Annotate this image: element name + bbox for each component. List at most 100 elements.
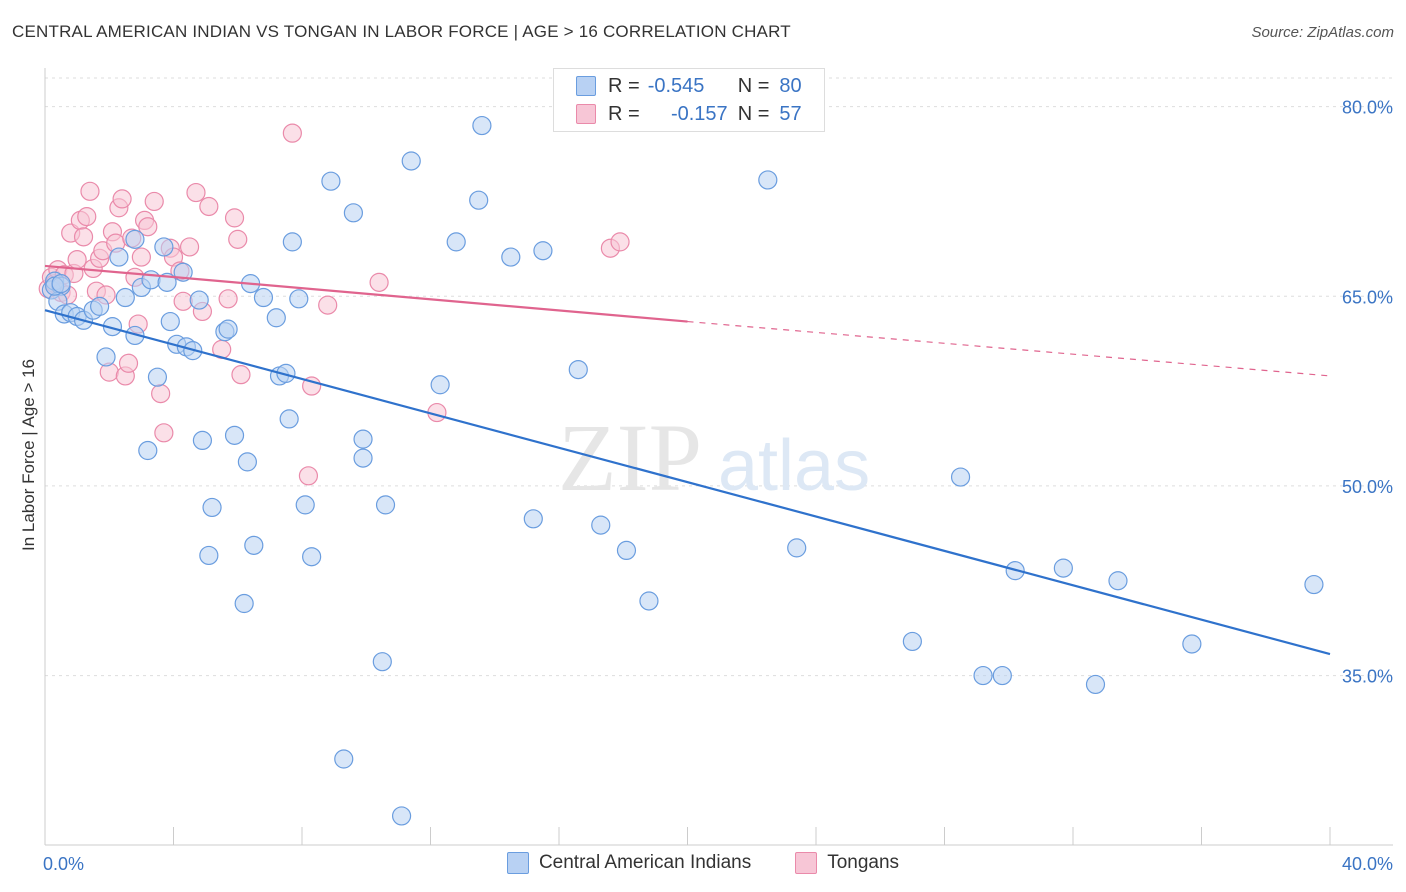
trend-line-central-american-indians bbox=[44, 309, 1331, 656]
data-point bbox=[591, 515, 611, 535]
series-swatch-pink bbox=[795, 852, 818, 874]
trend-lines bbox=[44, 264, 1331, 656]
trend-line-tongans bbox=[44, 264, 688, 323]
data-point bbox=[237, 452, 257, 472]
data-point bbox=[202, 497, 222, 518]
x-tick-label: 0.0% bbox=[43, 854, 84, 874]
data-point bbox=[282, 232, 302, 252]
data-point bbox=[992, 665, 1012, 686]
legend-n-label: N = bbox=[737, 102, 770, 125]
data-point bbox=[51, 274, 71, 294]
data-point bbox=[224, 208, 245, 228]
tick-labels: 35.0% 50.0% 65.0% 80.0% 0.0% 40.0% bbox=[43, 98, 1393, 874]
y-tick-label: 35.0% bbox=[1342, 667, 1393, 687]
data-point bbox=[446, 232, 466, 252]
data-point bbox=[125, 325, 145, 346]
data-point bbox=[950, 467, 971, 487]
data-point bbox=[144, 191, 164, 212]
data-point bbox=[302, 547, 322, 567]
data-point bbox=[758, 170, 778, 190]
legend-n-value: 57 bbox=[779, 102, 802, 125]
watermark: ZIP atlas bbox=[558, 404, 870, 511]
series-name: Tongans bbox=[827, 852, 900, 873]
watermark-atlas: atlas bbox=[718, 426, 870, 506]
data-point bbox=[96, 347, 116, 367]
data-point bbox=[1108, 571, 1128, 591]
data-point bbox=[353, 429, 373, 449]
data-point bbox=[298, 466, 319, 486]
data-point bbox=[218, 289, 238, 309]
trend-extension-tongans bbox=[687, 320, 1331, 377]
data-point bbox=[282, 123, 302, 143]
data-point bbox=[80, 181, 100, 201]
data-point bbox=[77, 207, 97, 227]
data-point bbox=[160, 311, 180, 332]
legend-r-value: -0.545 bbox=[647, 74, 705, 97]
data-point bbox=[192, 430, 213, 451]
data-point bbox=[186, 182, 206, 203]
data-point bbox=[138, 217, 158, 237]
data-point bbox=[253, 287, 274, 308]
data-point bbox=[902, 631, 922, 652]
data-point bbox=[109, 247, 129, 267]
legend-r-label: R = bbox=[608, 102, 640, 125]
series-legend-tongans: Tongans bbox=[795, 852, 899, 874]
data-point bbox=[391, 806, 412, 826]
legend-swatch-blue bbox=[576, 76, 596, 96]
data-point bbox=[138, 440, 158, 461]
data-point bbox=[276, 363, 296, 383]
data-point bbox=[787, 538, 807, 558]
y-tick-label: 65.0% bbox=[1342, 287, 1393, 307]
data-point bbox=[266, 308, 286, 328]
data-point bbox=[199, 196, 219, 217]
data-point bbox=[147, 367, 168, 387]
data-point bbox=[973, 665, 993, 686]
data-point bbox=[372, 652, 392, 672]
data-point bbox=[321, 171, 341, 191]
x-tick-label: 40.0% bbox=[1342, 854, 1393, 874]
data-point bbox=[1053, 558, 1073, 578]
data-point bbox=[115, 287, 135, 308]
y-axis-label: In Labor Force | Age > 16 bbox=[19, 359, 38, 551]
series-name: Central American Indians bbox=[538, 852, 752, 873]
series-legend-central-american-indians: Central American Indians bbox=[506, 852, 752, 874]
legend-n-label: N = bbox=[737, 74, 770, 97]
data-point bbox=[244, 535, 264, 555]
data-point bbox=[1182, 634, 1202, 654]
data-point bbox=[639, 591, 659, 611]
data-point bbox=[231, 365, 251, 385]
data-point bbox=[472, 115, 492, 136]
data-point bbox=[430, 375, 450, 395]
data-point bbox=[224, 425, 245, 445]
data-point bbox=[533, 241, 553, 261]
data-point bbox=[173, 291, 193, 311]
source-label: Source: ZipAtlas.com bbox=[1251, 24, 1394, 41]
data-point bbox=[131, 247, 151, 267]
data-point bbox=[73, 227, 94, 247]
data-point bbox=[1085, 674, 1106, 695]
data-point bbox=[523, 509, 543, 529]
data-point bbox=[318, 295, 338, 315]
data-point bbox=[228, 229, 248, 249]
data-point bbox=[343, 203, 363, 223]
data-point bbox=[353, 448, 373, 468]
central-american-indians-points bbox=[41, 115, 1324, 826]
data-point bbox=[118, 353, 139, 373]
legend-n-value: 80 bbox=[779, 74, 802, 97]
data-point bbox=[154, 237, 174, 257]
legend-r-label: R = bbox=[608, 74, 640, 97]
data-point bbox=[369, 272, 389, 292]
data-point bbox=[154, 423, 174, 443]
data-point bbox=[189, 290, 209, 310]
data-point bbox=[218, 319, 238, 339]
correlation-legend: R = -0.545 N = 80 R = -0.157 N = 57 bbox=[553, 68, 825, 132]
data-point bbox=[616, 540, 637, 561]
legend-r-value: -0.157 bbox=[670, 102, 728, 125]
data-point bbox=[302, 376, 322, 396]
data-point bbox=[334, 749, 354, 769]
data-point bbox=[401, 151, 421, 171]
data-point bbox=[289, 289, 309, 309]
data-point bbox=[279, 409, 299, 429]
watermark-zip: ZIP bbox=[558, 404, 702, 511]
